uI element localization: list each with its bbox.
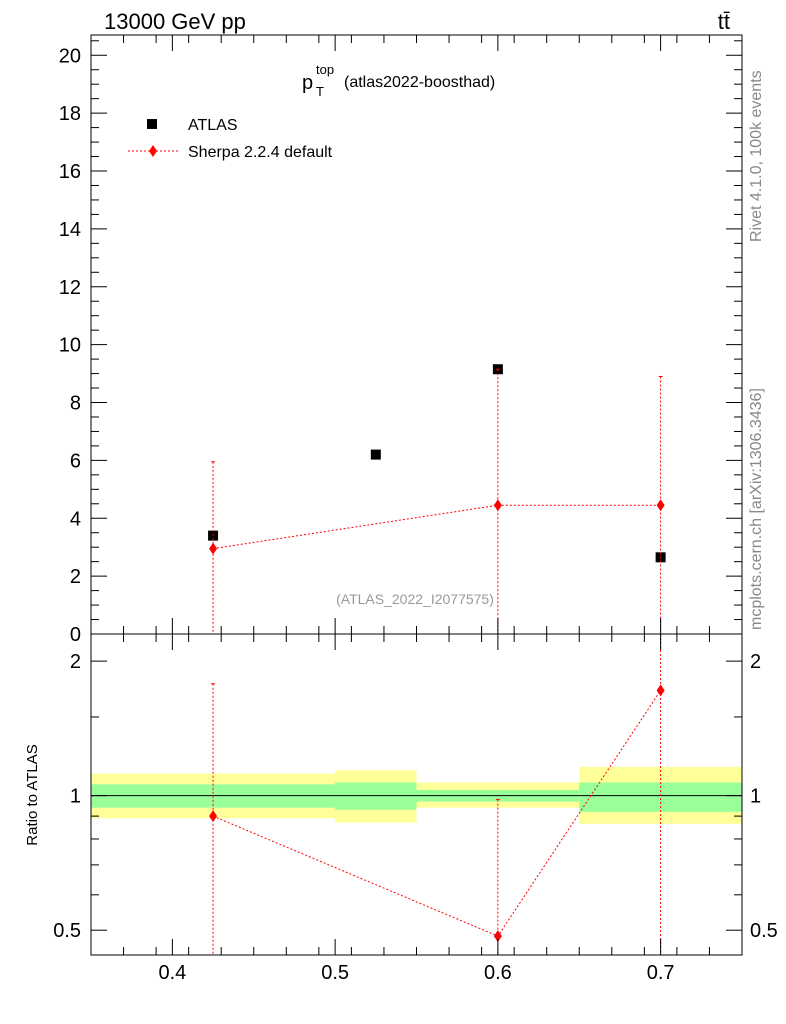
plot-title-sub: T	[316, 84, 324, 99]
legend-sherpa-label: Sherpa 2.2.4 default	[188, 144, 333, 161]
main-ytick-label-20: 20	[59, 45, 81, 67]
ratio-ytick-label-right-2: 2	[750, 651, 761, 673]
ratio-ytick-label-left-2: 2	[70, 651, 81, 673]
legend-atlas-label: ATLAS	[188, 117, 238, 134]
main-panel-series	[208, 364, 666, 634]
ratio-ytick-label-right-1: 1	[750, 786, 761, 808]
ratio-ytick-label-left-0.5: 0.5	[53, 920, 81, 942]
plot-title-suffix: (atlas2022-boosthad)	[344, 74, 495, 91]
main-ytick-label-10: 10	[59, 335, 81, 357]
plot-title-main: p	[302, 72, 313, 94]
main-ytick-label-18: 18	[59, 103, 81, 125]
sherpa-point-2	[656, 499, 665, 512]
plot-title: p	[302, 72, 313, 94]
sherpa-line	[212, 504, 661, 550]
main-ytick-label-4: 4	[70, 508, 81, 530]
ratio-panel-series	[209, 634, 665, 955]
main-ytick-label-2: 2	[70, 566, 81, 588]
sherpa-point-0	[209, 542, 218, 555]
legend-atlas-marker	[147, 119, 157, 129]
ratio-sherpa-point-1	[493, 930, 502, 943]
header-left: 13000 GeV pp	[104, 9, 246, 34]
sherpa-point-1	[493, 499, 502, 512]
side-text-mcplots: mcplots.cern.ch [arXiv:1306.3436]	[748, 388, 765, 630]
main-panel-axes: 0 2 4 6 8 10 12 14 16 18 20	[59, 34, 743, 646]
ratio-sherpa-point-0	[209, 810, 218, 823]
main-ytick-label-16: 16	[59, 161, 81, 183]
ratio-panel-axes: 0.5 0.5 1 1 2 2 0.4 0.5 0.6 0.7	[53, 633, 778, 984]
watermark: (ATLAS_2022_I2077575)	[336, 591, 494, 607]
main-ytick-label-12: 12	[59, 277, 81, 299]
ratio-xtick-label-0.4: 0.4	[158, 962, 186, 984]
ratio-xtick-label-0.5: 0.5	[321, 962, 349, 984]
main-ytick-label-0: 0	[70, 624, 81, 646]
header-right: tt̄	[718, 9, 730, 34]
legend: ATLAS Sherpa 2.2.4 default	[128, 117, 333, 161]
ratio-xtick-label-0.6: 0.6	[484, 962, 512, 984]
ratio-ytick-label-right-0.5: 0.5	[750, 920, 778, 942]
main-ytick-label-6: 6	[70, 450, 81, 472]
main-ytick-label-8: 8	[70, 393, 81, 415]
legend-sherpa-marker	[149, 145, 157, 157]
ratio-ytick-label-left-1: 1	[70, 786, 81, 808]
side-text-rivet: Rivet 4.1.0, 100k events	[748, 70, 765, 242]
ratio-sherpa-point-2	[656, 684, 665, 697]
ratio-xtick-label-0.7: 0.7	[647, 962, 675, 984]
ratio-panel-bands	[91, 766, 742, 824]
main-ytick-label-14: 14	[59, 219, 81, 241]
plot-title-sup: top	[316, 62, 334, 77]
atlas-point-1	[370, 449, 381, 460]
ratio-ylabel: Ratio to ATLAS	[24, 744, 41, 845]
